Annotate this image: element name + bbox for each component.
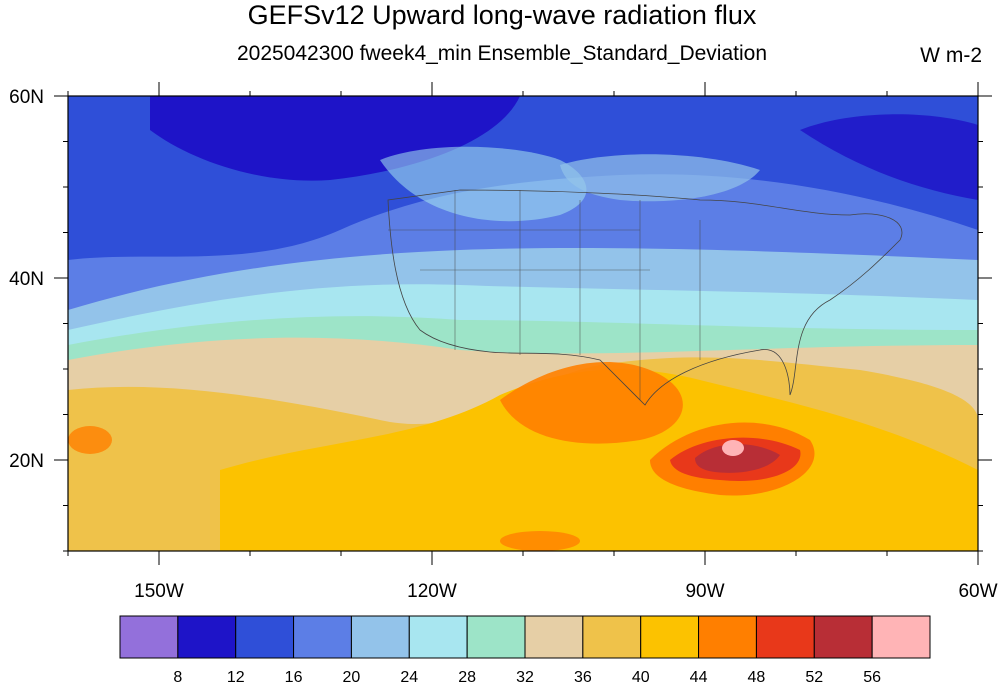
colorbar-swatch bbox=[582, 615, 642, 659]
colorbar-label: 24 bbox=[400, 669, 418, 683]
axis-ticks: 150W 120W 90W 60W 20N 40N 60N bbox=[9, 82, 998, 602]
colorbar-swatch bbox=[871, 615, 931, 659]
colorbar-label: 40 bbox=[632, 669, 650, 683]
lon-tick-label: 120W bbox=[407, 581, 457, 602]
colorbar-swatch bbox=[755, 615, 815, 659]
colorbar: 8 12 16 20 24 28 32 36 40 44 48 52 56 bbox=[119, 615, 931, 683]
lat-tick-label: 20N bbox=[9, 451, 44, 472]
lon-tick-label: 90W bbox=[685, 581, 724, 602]
map-subtitle: 2025042300 fweek4_min Ensemble_Standard_… bbox=[236, 42, 768, 65]
colorbar-swatch bbox=[350, 615, 410, 659]
colorbar-label: 52 bbox=[805, 669, 823, 683]
colorbar-swatch bbox=[119, 615, 179, 659]
lon-tick-label: 60W bbox=[958, 581, 997, 602]
colorbar-label: 8 bbox=[173, 669, 182, 683]
colorbar-swatch bbox=[408, 615, 468, 659]
units-label: W m-2 bbox=[920, 44, 982, 67]
colorbar-label: 28 bbox=[458, 669, 476, 683]
colorbar-label: 20 bbox=[343, 669, 361, 683]
colorbar-label: 44 bbox=[690, 669, 708, 683]
colorbar-swatch bbox=[813, 615, 873, 659]
colorbar-label: 12 bbox=[227, 669, 245, 683]
colorbar-label: 36 bbox=[574, 669, 592, 683]
colorbar-label: 48 bbox=[748, 669, 766, 683]
colorbar-swatch bbox=[466, 615, 526, 659]
colorbar-label: 32 bbox=[516, 669, 534, 683]
colorbar-label: 56 bbox=[863, 669, 881, 683]
colorbar-swatch bbox=[235, 615, 295, 659]
colorbar-swatch bbox=[524, 615, 584, 659]
lat-tick-label: 60N bbox=[9, 87, 44, 108]
colorbar-swatch bbox=[640, 615, 700, 659]
contour-field bbox=[68, 96, 978, 551]
colorbar-swatch bbox=[293, 615, 352, 659]
colorbar-swatch bbox=[177, 615, 237, 659]
map-title: GEFSv12 Upward long-wave radiation flux bbox=[247, 0, 757, 30]
colorbar-label: 16 bbox=[285, 669, 303, 683]
lat-tick-label: 40N bbox=[9, 269, 44, 290]
colorbar-swatch bbox=[698, 615, 757, 659]
lon-tick-label: 150W bbox=[134, 581, 184, 602]
